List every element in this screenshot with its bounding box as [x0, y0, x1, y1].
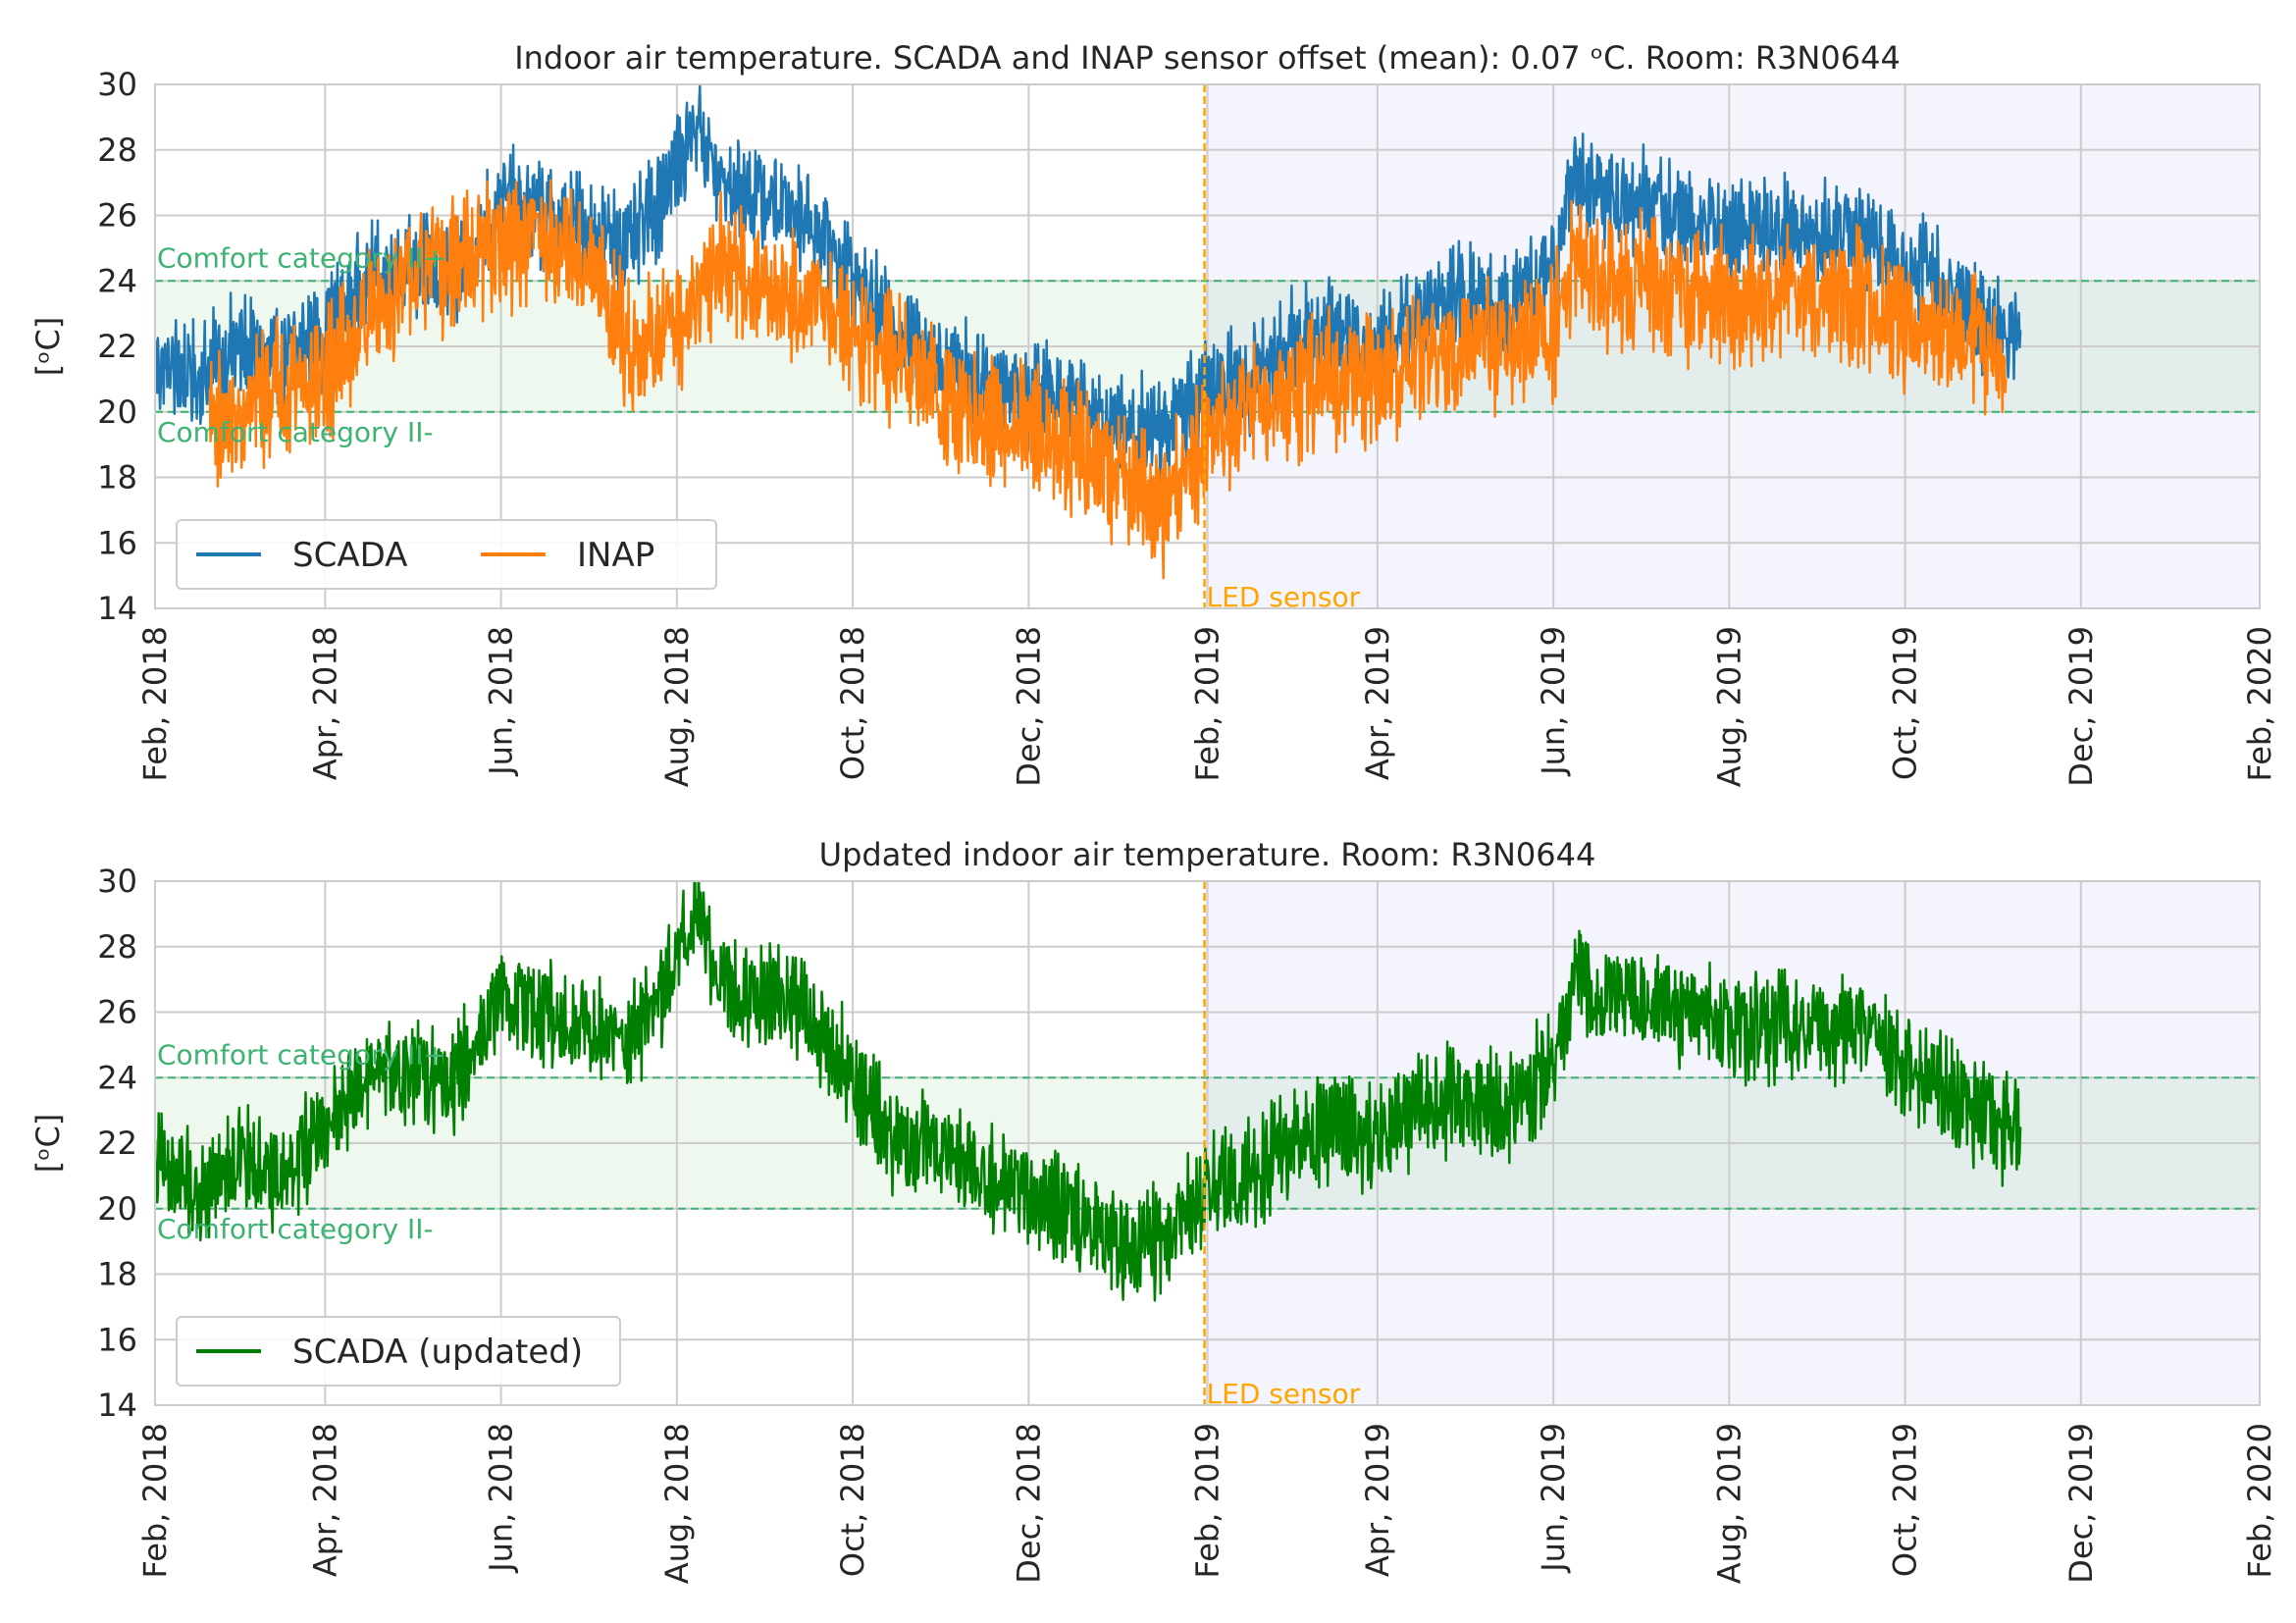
y-tick-label: 22: [97, 1125, 137, 1162]
legend-label: SCADA: [292, 536, 407, 575]
legend-box: [176, 1316, 621, 1387]
x-tick-label: Jun, 2019: [1535, 1423, 1572, 1574]
y-tick-label: 16: [97, 1321, 137, 1358]
plot-frame: [154, 83, 2261, 609]
x-tick-label: Jun, 2018: [483, 626, 520, 777]
x-tick-label: Apr, 2019: [1359, 626, 1396, 780]
legend-label: INAP: [577, 536, 654, 575]
y-tick-label: 30: [97, 66, 137, 103]
x-tick-label: Oct, 2018: [834, 626, 871, 780]
legend-box: [176, 519, 717, 590]
y-axis-label: [ᵒC]: [29, 1114, 67, 1174]
y-tick-label: 28: [97, 928, 137, 966]
legend-label: SCADA (updated): [292, 1333, 583, 1372]
x-tick-label: Dec, 2019: [2062, 626, 2100, 787]
chart-panel-top: Comfort category II+ Comfort category II-…: [29, 39, 2278, 787]
x-tick-label: Feb, 2019: [1189, 626, 1226, 781]
x-tick-label: Feb, 2020: [2241, 1423, 2278, 1578]
y-tick-label: 14: [97, 1387, 137, 1424]
led-sensor-label: LED sensor: [1207, 1378, 1361, 1410]
chart-title: Updated indoor air temperature. Room: R3…: [819, 836, 1596, 873]
x-tick-label: Oct, 2018: [834, 1423, 871, 1577]
x-tick-label: Oct, 2019: [1887, 1423, 1924, 1577]
x-tick-label: Aug, 2019: [1710, 1423, 1748, 1584]
y-tick-label: 24: [97, 1059, 137, 1096]
x-tick-label: Apr, 2019: [1359, 1423, 1396, 1577]
comfort-lower-label: Comfort category II-: [157, 416, 434, 448]
comfort-upper-label: Comfort category II+: [157, 1038, 446, 1071]
x-tick-label: Dec, 2019: [2062, 1423, 2100, 1584]
plot-frame: [154, 880, 2261, 1406]
y-tick-label: 26: [97, 197, 137, 235]
x-tick-label: Oct, 2019: [1887, 626, 1924, 780]
x-tick-label: Aug, 2018: [658, 626, 696, 787]
x-tick-label: Aug, 2019: [1710, 626, 1748, 787]
y-tick-label: 22: [97, 328, 137, 365]
led-sensor-label: LED sensor: [1207, 581, 1361, 613]
x-tick-label: Feb, 2018: [136, 626, 174, 781]
x-tick-label: Jun, 2019: [1535, 626, 1572, 777]
y-tick-label: 18: [97, 1256, 137, 1293]
x-tick-label: Feb, 2018: [136, 1423, 174, 1578]
x-tick-label: Jun, 2018: [483, 1423, 520, 1574]
y-tick-label: 16: [97, 524, 137, 561]
y-tick-label: 26: [97, 994, 137, 1031]
comfort-lower-label: Comfort category II-: [157, 1213, 434, 1245]
y-tick-label: 14: [97, 590, 137, 627]
x-tick-label: Feb, 2020: [2241, 626, 2278, 781]
x-tick-label: Dec, 2018: [1010, 1423, 1047, 1584]
series-line-inap: [208, 179, 2008, 580]
comfort-upper-label: Comfort category II+: [157, 241, 446, 274]
y-tick-label: 20: [97, 1190, 137, 1228]
x-tick-label: Aug, 2018: [658, 1423, 696, 1584]
y-tick-label: 20: [97, 393, 137, 431]
y-tick-label: 18: [97, 459, 137, 497]
x-tick-label: Apr, 2018: [306, 1423, 343, 1577]
y-axis-label: [ᵒC]: [29, 317, 67, 377]
chart-title: Indoor air temperature. SCADA and INAP s…: [514, 39, 1901, 77]
x-tick-label: Dec, 2018: [1010, 626, 1047, 787]
x-tick-label: Apr, 2018: [306, 626, 343, 780]
y-tick-label: 30: [97, 863, 137, 900]
y-tick-label: 28: [97, 131, 137, 169]
x-tick-label: Feb, 2019: [1189, 1423, 1226, 1578]
series-line-scada-updated: [155, 881, 2022, 1302]
y-tick-label: 24: [97, 262, 137, 299]
chart-panel-bottom: Comfort category II+ Comfort category II-…: [29, 836, 2278, 1584]
